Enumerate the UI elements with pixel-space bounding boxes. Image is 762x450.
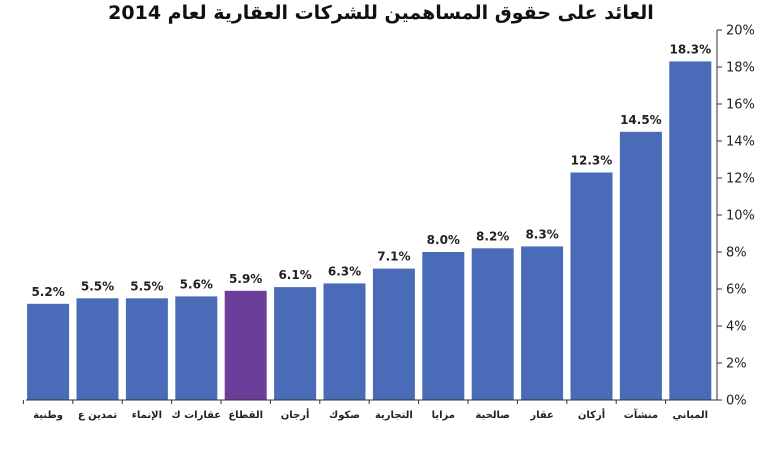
y-tick-label-5: 10% bbox=[726, 209, 755, 224]
y-tick-label-1: 2% bbox=[726, 357, 747, 372]
category-label-2: منشآت bbox=[624, 408, 658, 421]
bar-5 bbox=[471, 248, 514, 400]
value-label-3: 12.3% bbox=[571, 154, 613, 168]
category-label-14: وطنية bbox=[33, 410, 63, 421]
category-label-1: المباني bbox=[672, 410, 708, 421]
y-tick-label-10: 20% bbox=[726, 24, 755, 39]
bar-3 bbox=[570, 172, 613, 400]
category-label-9: أرجان bbox=[281, 408, 310, 421]
category-label-11: عقارات ك bbox=[171, 410, 221, 421]
bar-7 bbox=[372, 268, 415, 400]
value-label-13: 5.5% bbox=[81, 279, 114, 293]
bar-11 bbox=[175, 296, 218, 400]
value-label-4: 8.3% bbox=[525, 227, 558, 241]
category-label-8: صكوك bbox=[329, 410, 360, 421]
bar-13 bbox=[76, 298, 119, 401]
category-label-4: عقار bbox=[529, 410, 554, 421]
y-tick-label-3: 6% bbox=[726, 283, 747, 298]
bar-8 bbox=[323, 283, 366, 400]
y-tick-label-6: 12% bbox=[726, 172, 755, 187]
value-label-1: 18.3% bbox=[669, 42, 711, 56]
y-tick-label-4: 8% bbox=[726, 246, 747, 261]
bar-2 bbox=[619, 131, 662, 401]
value-label-11: 5.6% bbox=[180, 277, 213, 291]
value-label-7: 7.1% bbox=[377, 250, 410, 264]
value-label-14: 5.2% bbox=[31, 285, 64, 299]
value-label-12: 5.5% bbox=[130, 279, 163, 293]
value-label-9: 6.1% bbox=[278, 268, 311, 282]
value-label-5: 8.2% bbox=[476, 229, 509, 243]
category-label-6: مزايا bbox=[432, 410, 455, 421]
value-label-10: 5.9% bbox=[229, 272, 262, 286]
bar-12 bbox=[125, 298, 168, 401]
category-label-12: الإنماء bbox=[132, 410, 162, 421]
bar-6 bbox=[422, 252, 465, 400]
category-label-13: تمدين ع bbox=[78, 410, 118, 421]
chart-title: العائد على حقوق المساهمين للشركات العقار… bbox=[108, 2, 654, 24]
bar-10 bbox=[224, 290, 267, 400]
y-tick-label-8: 16% bbox=[726, 98, 755, 113]
bar-1 bbox=[669, 61, 712, 401]
y-tick-label-7: 14% bbox=[726, 135, 755, 150]
bar-14 bbox=[27, 303, 70, 400]
y-tick-label-9: 18% bbox=[726, 61, 755, 76]
value-label-6: 8.0% bbox=[427, 233, 460, 247]
y-tick-label-2: 4% bbox=[726, 320, 747, 335]
y-tick-label-0: 0% bbox=[726, 394, 747, 409]
category-label-3: أركان bbox=[578, 408, 605, 421]
bar-4 bbox=[521, 246, 564, 400]
bar-9 bbox=[274, 287, 317, 400]
value-label-2: 14.5% bbox=[620, 113, 662, 127]
value-label-8: 6.3% bbox=[328, 264, 361, 278]
category-label-10: القطاع bbox=[228, 410, 263, 421]
category-label-7: التجارية bbox=[375, 410, 413, 421]
category-label-5: صالحية bbox=[475, 410, 510, 421]
